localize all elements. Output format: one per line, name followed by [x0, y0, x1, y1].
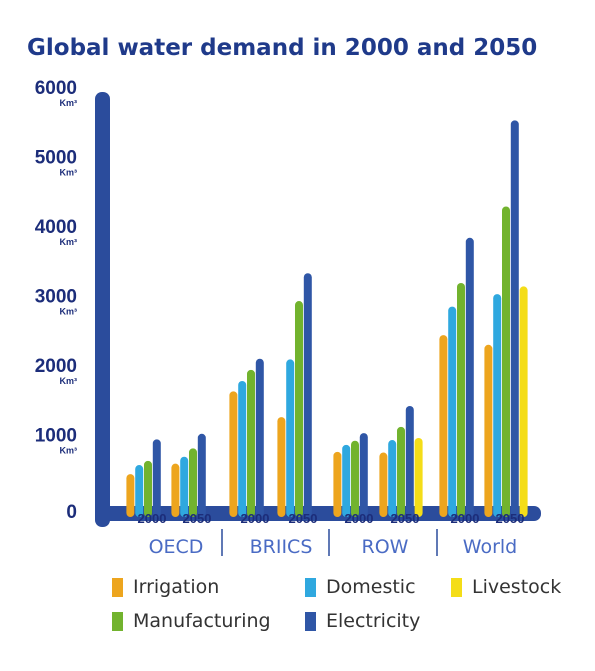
x-tick-label: 2050	[496, 511, 525, 526]
group-label: BRIICS	[250, 536, 313, 558]
bar-irrigation	[379, 452, 388, 517]
y-tick-unit: Km³	[60, 307, 78, 317]
legend-label-livestock: Livestock	[472, 576, 562, 598]
bar-domestic	[388, 440, 397, 517]
bar-manufacturing	[144, 460, 152, 517]
legend-swatch-domestic	[305, 577, 316, 597]
bar-irrigation	[229, 391, 238, 517]
bar-electricity	[359, 433, 368, 517]
bar-manufacturing	[457, 282, 465, 517]
legend-swatch-livestock	[451, 577, 462, 597]
y-tick-label: 1000	[35, 426, 77, 447]
bar-electricity	[465, 237, 474, 517]
bar-domestic	[342, 444, 351, 517]
bar-manufacturing	[247, 369, 255, 517]
legend-label-electricity: Electricity	[326, 610, 421, 632]
y-tick-label: 6000	[35, 78, 77, 99]
x-labels: 2000 2050 2000 2050 2000 2050 2000 2050 OECD BRII…	[138, 511, 525, 558]
bar-livestock	[519, 286, 528, 517]
bar-irrigation	[277, 417, 286, 517]
group-label: World	[463, 536, 517, 558]
bar-livestock	[414, 437, 423, 517]
axis: 01000Km³2000Km³3000Km³4000Km³5000Km³6000…	[35, 78, 541, 527]
legend-swatch-irrigation	[112, 577, 123, 597]
y-tick-label: 5000	[35, 148, 77, 169]
x-tick-label: 2050	[289, 511, 318, 526]
bar-manufacturing	[502, 206, 510, 517]
bar-electricity	[405, 405, 414, 517]
bars	[126, 120, 528, 517]
legend-label-manufacturing: Manufacturing	[133, 610, 271, 632]
y-tick-label: 0	[66, 502, 77, 523]
bar-manufacturing	[397, 426, 405, 517]
y-tick-label: 4000	[35, 217, 77, 238]
group-label: OECD	[149, 536, 204, 558]
legend-label-irrigation: Irrigation	[133, 576, 220, 598]
y-tick-unit: Km³	[60, 168, 78, 178]
bar-manufacturing	[295, 301, 303, 517]
legend-item-domestic: Domestic	[305, 576, 416, 598]
legend-swatch-manufacturing	[112, 611, 123, 631]
legend-item-manufacturing: Manufacturing	[112, 610, 271, 632]
bar-manufacturing	[351, 440, 359, 517]
legend-swatch-electricity	[305, 611, 316, 631]
y-tick-unit: Km³	[60, 98, 78, 108]
x-axis-bar	[95, 506, 541, 521]
bar-domestic	[238, 380, 247, 517]
bar-domestic	[180, 456, 189, 517]
legend-item-livestock: Livestock	[451, 576, 561, 598]
bar-irrigation	[439, 335, 448, 517]
y-tick-unit: Km³	[60, 446, 78, 456]
y-tick-unit: Km³	[60, 237, 78, 247]
legend-item-electricity: Electricity	[305, 610, 420, 632]
legend-item-irrigation: Irrigation	[112, 576, 219, 598]
y-tick-unit: Km³	[60, 376, 78, 386]
x-tick-label: 2000	[451, 511, 480, 526]
bar-domestic	[493, 294, 502, 517]
bar-domestic	[135, 465, 144, 517]
chart-title: Global water demand in 2000 and 2050	[27, 35, 537, 61]
bar-irrigation	[484, 344, 493, 517]
group-label: ROW	[362, 536, 409, 558]
bar-irrigation	[126, 474, 135, 517]
bar-electricity	[152, 439, 161, 517]
x-tick-label: 2000	[345, 511, 374, 526]
bar-electricity	[197, 433, 206, 517]
bar-electricity	[510, 120, 519, 517]
y-tick-label: 3000	[35, 287, 77, 308]
x-tick-label: 2000	[241, 511, 270, 526]
x-tick-label: 2000	[138, 511, 167, 526]
bar-electricity	[255, 358, 264, 517]
legend-label-domestic: Domestic	[326, 576, 416, 598]
bar-irrigation	[333, 451, 342, 517]
bar-manufacturing	[189, 448, 197, 517]
y-axis-bar	[95, 92, 110, 527]
x-tick-label: 2050	[183, 511, 212, 526]
y-tick-label: 2000	[35, 356, 77, 377]
bar-domestic	[286, 359, 295, 517]
bar-electricity	[303, 273, 312, 517]
x-tick-label: 2050	[391, 511, 420, 526]
bar-domestic	[448, 306, 457, 517]
bar-irrigation	[171, 463, 180, 517]
